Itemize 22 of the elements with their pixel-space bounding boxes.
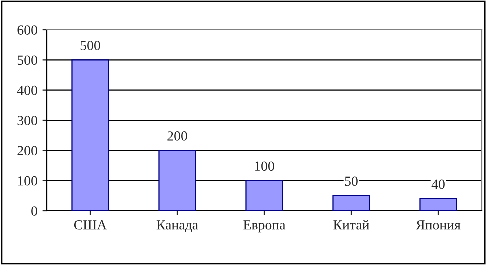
bar (420, 198, 458, 211)
y-tick-label: 200 (18, 146, 38, 156)
data-label: 500 (80, 41, 100, 50)
data-label: 50 (345, 176, 358, 186)
bar (158, 150, 196, 211)
y-tick-label: 100 (18, 176, 38, 186)
x-tick-label: Европа (244, 220, 286, 233)
y-tick-label: 400 (17, 86, 38, 96)
data-label: 40 (432, 180, 445, 190)
y-tick-label: 500 (18, 56, 38, 66)
x-tick-label: США (74, 220, 108, 230)
x-tick-label: Япония (416, 220, 461, 230)
data-label: 200 (168, 132, 188, 141)
x-tick-label: Канада (156, 220, 198, 232)
data-label: 100 (255, 162, 274, 172)
bar (246, 180, 284, 211)
bar (332, 195, 370, 211)
y-tick-label: 600 (18, 26, 38, 35)
bar (72, 60, 110, 211)
y-tick-label: 300 (18, 116, 38, 126)
x-tick-label: Китай (334, 220, 370, 230)
y-tick-label: 0 (32, 206, 38, 216)
